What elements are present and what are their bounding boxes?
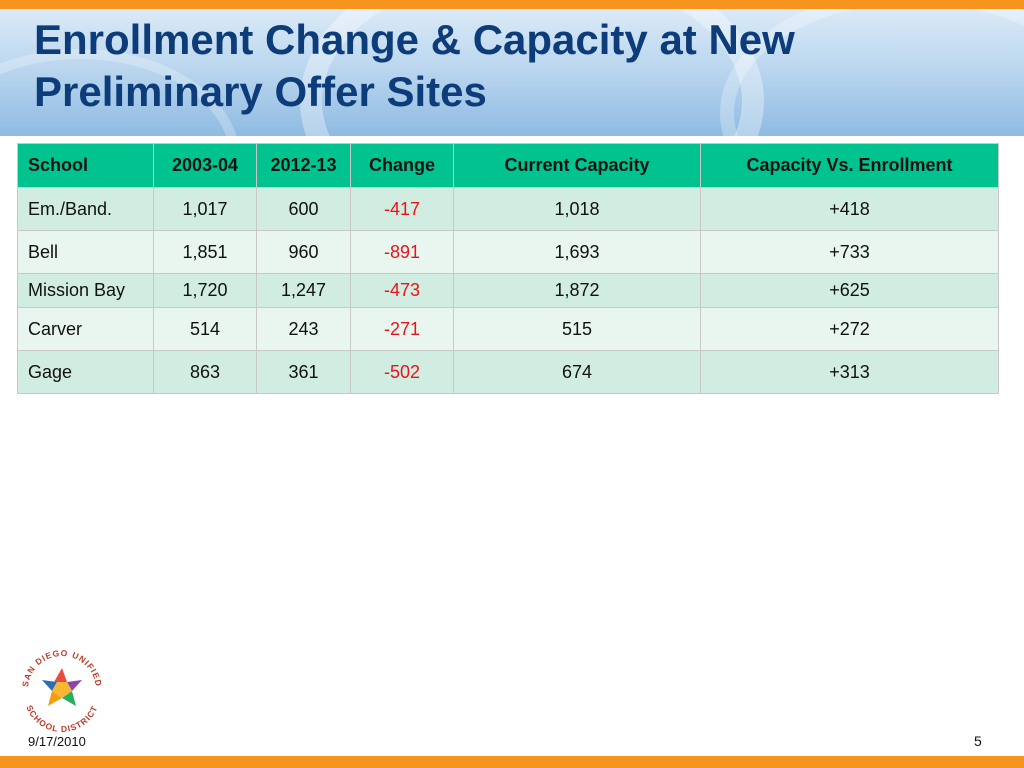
slide-title: Enrollment Change & Capacity at New Prel… — [34, 14, 994, 118]
cell-2003-04: 1,851 — [153, 230, 257, 274]
cell-2003-04: 1,720 — [153, 273, 257, 308]
slide-title-line-1: Enrollment Change & Capacity at New — [34, 16, 795, 63]
svg-text:SCHOOL DISTRICT: SCHOOL DISTRICT — [24, 704, 99, 734]
cell-change: -473 — [350, 273, 454, 308]
page-number: 5 — [974, 733, 982, 749]
cell-school: Em./Band. — [17, 187, 154, 231]
column-header-school: School — [17, 143, 154, 188]
cell-current-capacity: 1,018 — [453, 187, 701, 231]
cell-current-capacity: 674 — [453, 350, 701, 394]
cell-current-capacity: 1,693 — [453, 230, 701, 274]
cell-2003-04: 514 — [153, 307, 257, 351]
column-header-change: Change — [350, 143, 454, 188]
cell-capacity-vs-enrollment: +733 — [700, 230, 999, 274]
cell-2003-04: 863 — [153, 350, 257, 394]
table-row: Bell 1,851 960 -891 1,693 +733 — [17, 230, 999, 274]
cell-2012-13: 361 — [256, 350, 351, 394]
column-header-2003-04: 2003-04 — [153, 143, 257, 188]
column-header-capacity-vs-enrollment: Capacity Vs. Enrollment — [700, 143, 999, 188]
cell-change: -891 — [350, 230, 454, 274]
cell-capacity-vs-enrollment: +313 — [700, 350, 999, 394]
slide-date: 9/17/2010 — [28, 734, 86, 749]
cell-capacity-vs-enrollment: +625 — [700, 273, 999, 308]
cell-school: Mission Bay — [17, 273, 154, 308]
cell-change: -271 — [350, 307, 454, 351]
cell-current-capacity: 515 — [453, 307, 701, 351]
cell-change: -502 — [350, 350, 454, 394]
cell-school: Gage — [17, 350, 154, 394]
cell-capacity-vs-enrollment: +272 — [700, 307, 999, 351]
top-accent-bar — [0, 0, 1024, 9]
cell-school: Carver — [17, 307, 154, 351]
table-header-row: School 2003-04 2012-13 Change Current Ca… — [17, 143, 999, 188]
cell-current-capacity: 1,872 — [453, 273, 701, 308]
cell-2012-13: 600 — [256, 187, 351, 231]
cell-capacity-vs-enrollment: +418 — [700, 187, 999, 231]
table-row: Gage 863 361 -502 674 +313 — [17, 350, 999, 394]
table-row: Carver 514 243 -271 515 +272 — [17, 307, 999, 351]
district-logo: SAN DIEGO UNIFIED SCHOOL DISTRICT — [20, 648, 103, 734]
cell-2012-13: 1,247 — [256, 273, 351, 308]
cell-change: -417 — [350, 187, 454, 231]
table-row: Em./Band. 1,017 600 -417 1,018 +418 — [17, 187, 999, 231]
cell-2003-04: 1,017 — [153, 187, 257, 231]
enrollment-table: School 2003-04 2012-13 Change Current Ca… — [17, 143, 999, 394]
cell-2012-13: 243 — [256, 307, 351, 351]
column-header-2012-13: 2012-13 — [256, 143, 351, 188]
slide-title-line-2: Preliminary Offer Sites — [34, 68, 487, 115]
table-row: Mission Bay 1,720 1,247 -473 1,872 +625 — [17, 273, 999, 308]
cell-2012-13: 960 — [256, 230, 351, 274]
star-icon — [42, 668, 82, 706]
header-band — [0, 9, 1024, 136]
column-header-current-capacity: Current Capacity — [453, 143, 701, 188]
logo-text-bottom: SCHOOL DISTRICT — [24, 704, 98, 734]
bottom-accent-bar — [0, 756, 1024, 768]
cell-school: Bell — [17, 230, 154, 274]
